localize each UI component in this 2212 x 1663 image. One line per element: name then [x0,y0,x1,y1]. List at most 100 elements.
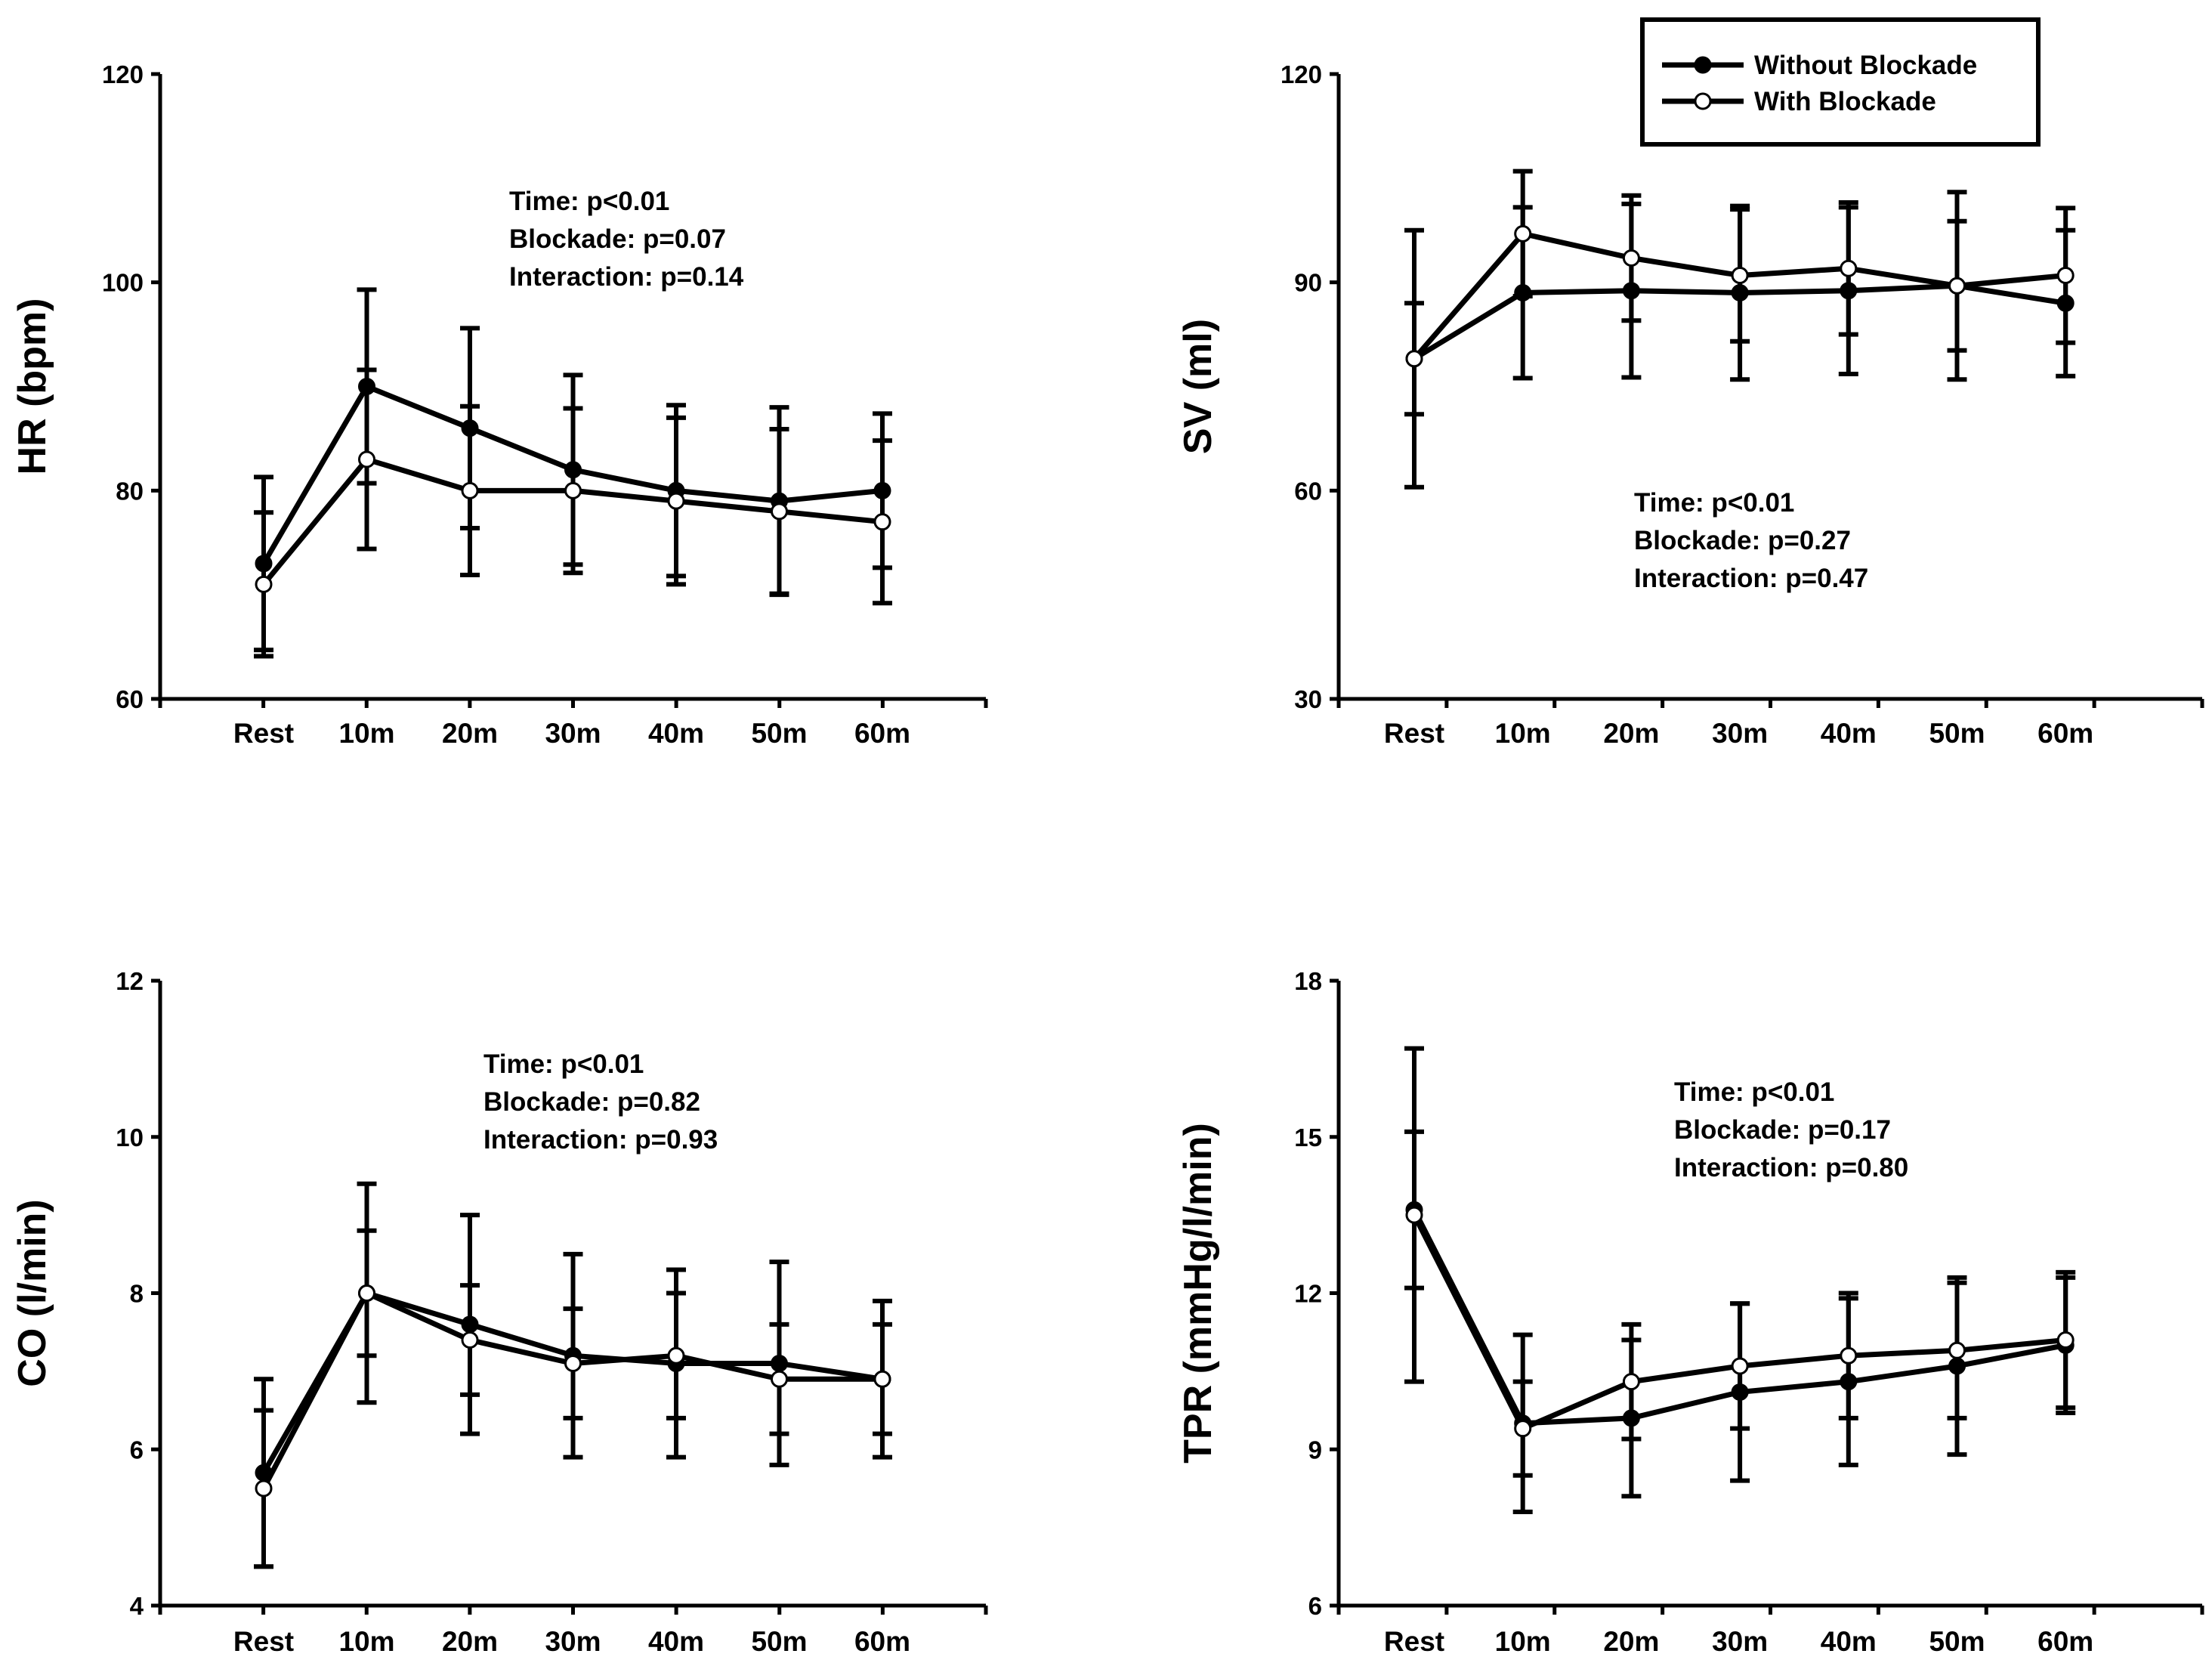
tpr-x-tick-label: 50m [1929,1626,1985,1657]
sv-x-tick-label: 40m [1821,718,1877,749]
hr-point-with-blockade [358,450,375,468]
hr-y-tick-label: 60 [116,685,144,713]
tpr-y-axis-title: TPR (mmHg/l/min) [1176,1123,1220,1464]
co-stat-line: Time: p<0.01 [483,1049,644,1079]
hr-point-with-blockade [461,481,479,499]
co-stat-line: Blockade: p=0.82 [483,1087,700,1117]
sv-y-tick-label: 30 [1294,685,1322,713]
tpr-point-with-blockade [1840,1346,1858,1365]
tpr-x-tick-label: 30m [1712,1626,1768,1657]
co-point-without-blockade [771,1355,788,1373]
sv-point-with-blockade [1514,224,1532,243]
hr-point-with-blockade [255,575,273,593]
tpr-point-with-blockade [1514,1420,1532,1438]
co-point-without-blockade [461,1315,479,1334]
tpr-point-without-blockade [1948,1357,1966,1375]
sv-y-axis-title: SV (ml) [1176,319,1220,454]
co-y-axis-title: CO (l/min) [11,1199,54,1386]
hr-x-tick-label: 30m [545,718,601,749]
legend-marker-filled [1694,56,1712,74]
co-panel: 4 6 8 10 12 Rest 10m 20m 30m 40m 50m 60m CO (l/min) T… [11,967,988,1657]
legend-marker-open [1694,92,1712,110]
hr-panel: 60 80 100 120 Rest 10m 20m 30m 40m 50m 60m HR (bpm)… [11,60,988,749]
sv-y-tick-label: 120 [1281,60,1322,88]
hr-x-tick-label: 20m [442,718,498,749]
co-y-tick-label: 6 [130,1436,144,1464]
tpr-x-tick-label: 20m [1603,1626,1659,1657]
tpr-y-tick-label: 12 [1294,1280,1322,1308]
co-y-tick-label: 10 [116,1124,144,1151]
tpr-x-tick-label: Rest [1384,1626,1444,1657]
sv-x-tick-label: Rest [1384,718,1444,749]
tpr-stat-line: Time: p<0.01 [1674,1077,1834,1107]
sv-x-tick-label: 60m [2037,718,2093,749]
hr-stat-line: Interaction: p=0.14 [509,262,744,292]
legend-label-with-blockade: With Blockade [1754,87,1936,116]
hr-point-with-blockade [771,502,788,521]
tpr-x-tick-label: 40m [1821,1626,1877,1657]
tpr-point-with-blockade [1731,1357,1749,1375]
sv-point-with-blockade [2056,266,2075,284]
sv-stat-line: Blockade: p=0.27 [1634,526,1851,555]
sv-stat-line: Interaction: p=0.47 [1634,564,1868,593]
sv-y-tick-label: 90 [1294,269,1322,297]
tpr-x-tick-label: 10m [1495,1626,1551,1657]
sv-stat-line: Time: p<0.01 [1634,488,1794,518]
tpr-stat-line: Blockade: p=0.17 [1674,1115,1891,1145]
tpr-y-tick-label: 18 [1294,967,1322,995]
sv-x-tick-label: 30m [1712,718,1768,749]
hr-x-tick-label: 60m [854,718,910,749]
hr-point-without-blockade [461,419,479,437]
hr-x-tick-label: 10m [338,718,394,749]
sv-point-with-blockade [1840,259,1858,277]
co-stat-line: Interaction: p=0.93 [483,1125,718,1155]
co-point-with-blockade [461,1331,479,1349]
sv-x-tick-label: 10m [1495,718,1551,749]
co-x-tick-label: Rest [233,1626,294,1657]
sv-point-with-blockade [1948,277,1966,295]
tpr-point-without-blockade [1840,1373,1858,1391]
hr-y-axis-title: HR (bpm) [11,298,54,475]
co-point-with-blockade [358,1284,375,1302]
co-point-with-blockade [667,1346,685,1365]
legend-label-without-blockade: Without Blockade [1754,51,1977,80]
panels: 60 80 100 120 Rest 10m 20m 30m 40m 50m 60m HR (bpm)… [11,60,2204,1657]
co-x-tick-label: 30m [545,1626,601,1657]
co-x-tick-label: 10m [338,1626,394,1657]
sv-point-with-blockade [1405,350,1423,368]
tpr-y-tick-label: 15 [1294,1124,1322,1151]
sv-point-without-blockade [2056,294,2075,312]
legend: Without Blockade With Blockade [1640,17,2041,147]
co-y-tick-label: 12 [116,967,144,995]
hr-x-tick-label: 50m [751,718,807,749]
tpr-point-with-blockade [1622,1373,1640,1391]
hr-stat-line: Time: p<0.01 [509,187,669,216]
tpr-point-with-blockade [2056,1331,2075,1349]
hr-point-without-blockade [358,378,375,395]
hr-point-with-blockade [873,513,891,531]
tpr-point-without-blockade [1731,1383,1749,1401]
tpr-y-tick-label: 9 [1308,1436,1322,1464]
co-x-tick-label: 60m [854,1626,910,1657]
hr-x-tick-label: Rest [233,718,294,749]
sv-point-without-blockade [1514,283,1532,301]
tpr-x-tick-label: 60m [2037,1626,2093,1657]
sv-point-without-blockade [1622,282,1640,300]
sv-x-tick-label: 50m [1929,718,1985,749]
sv-point-without-blockade [1840,282,1858,300]
co-point-with-blockade [873,1370,891,1388]
co-x-tick-label: 20m [442,1626,498,1657]
co-point-with-blockade [771,1370,788,1388]
hr-point-with-blockade [564,481,582,499]
hr-point-without-blockade [873,481,891,499]
tpr-stat-line: Interaction: p=0.80 [1674,1153,1908,1182]
sv-panel: 30 60 90 120 Rest 10m 20m 30m 40m 50m 60m SV (ml) Ti… [1176,60,2204,749]
tpr-point-with-blockade [1948,1341,1966,1359]
hr-y-tick-label: 100 [102,269,144,297]
hr-x-tick-label: 40m [648,718,704,749]
co-point-without-blockade [255,1464,273,1482]
hr-y-tick-label: 80 [116,477,144,505]
co-y-tick-label: 4 [130,1592,144,1620]
sv-x-tick-label: 20m [1603,718,1659,749]
